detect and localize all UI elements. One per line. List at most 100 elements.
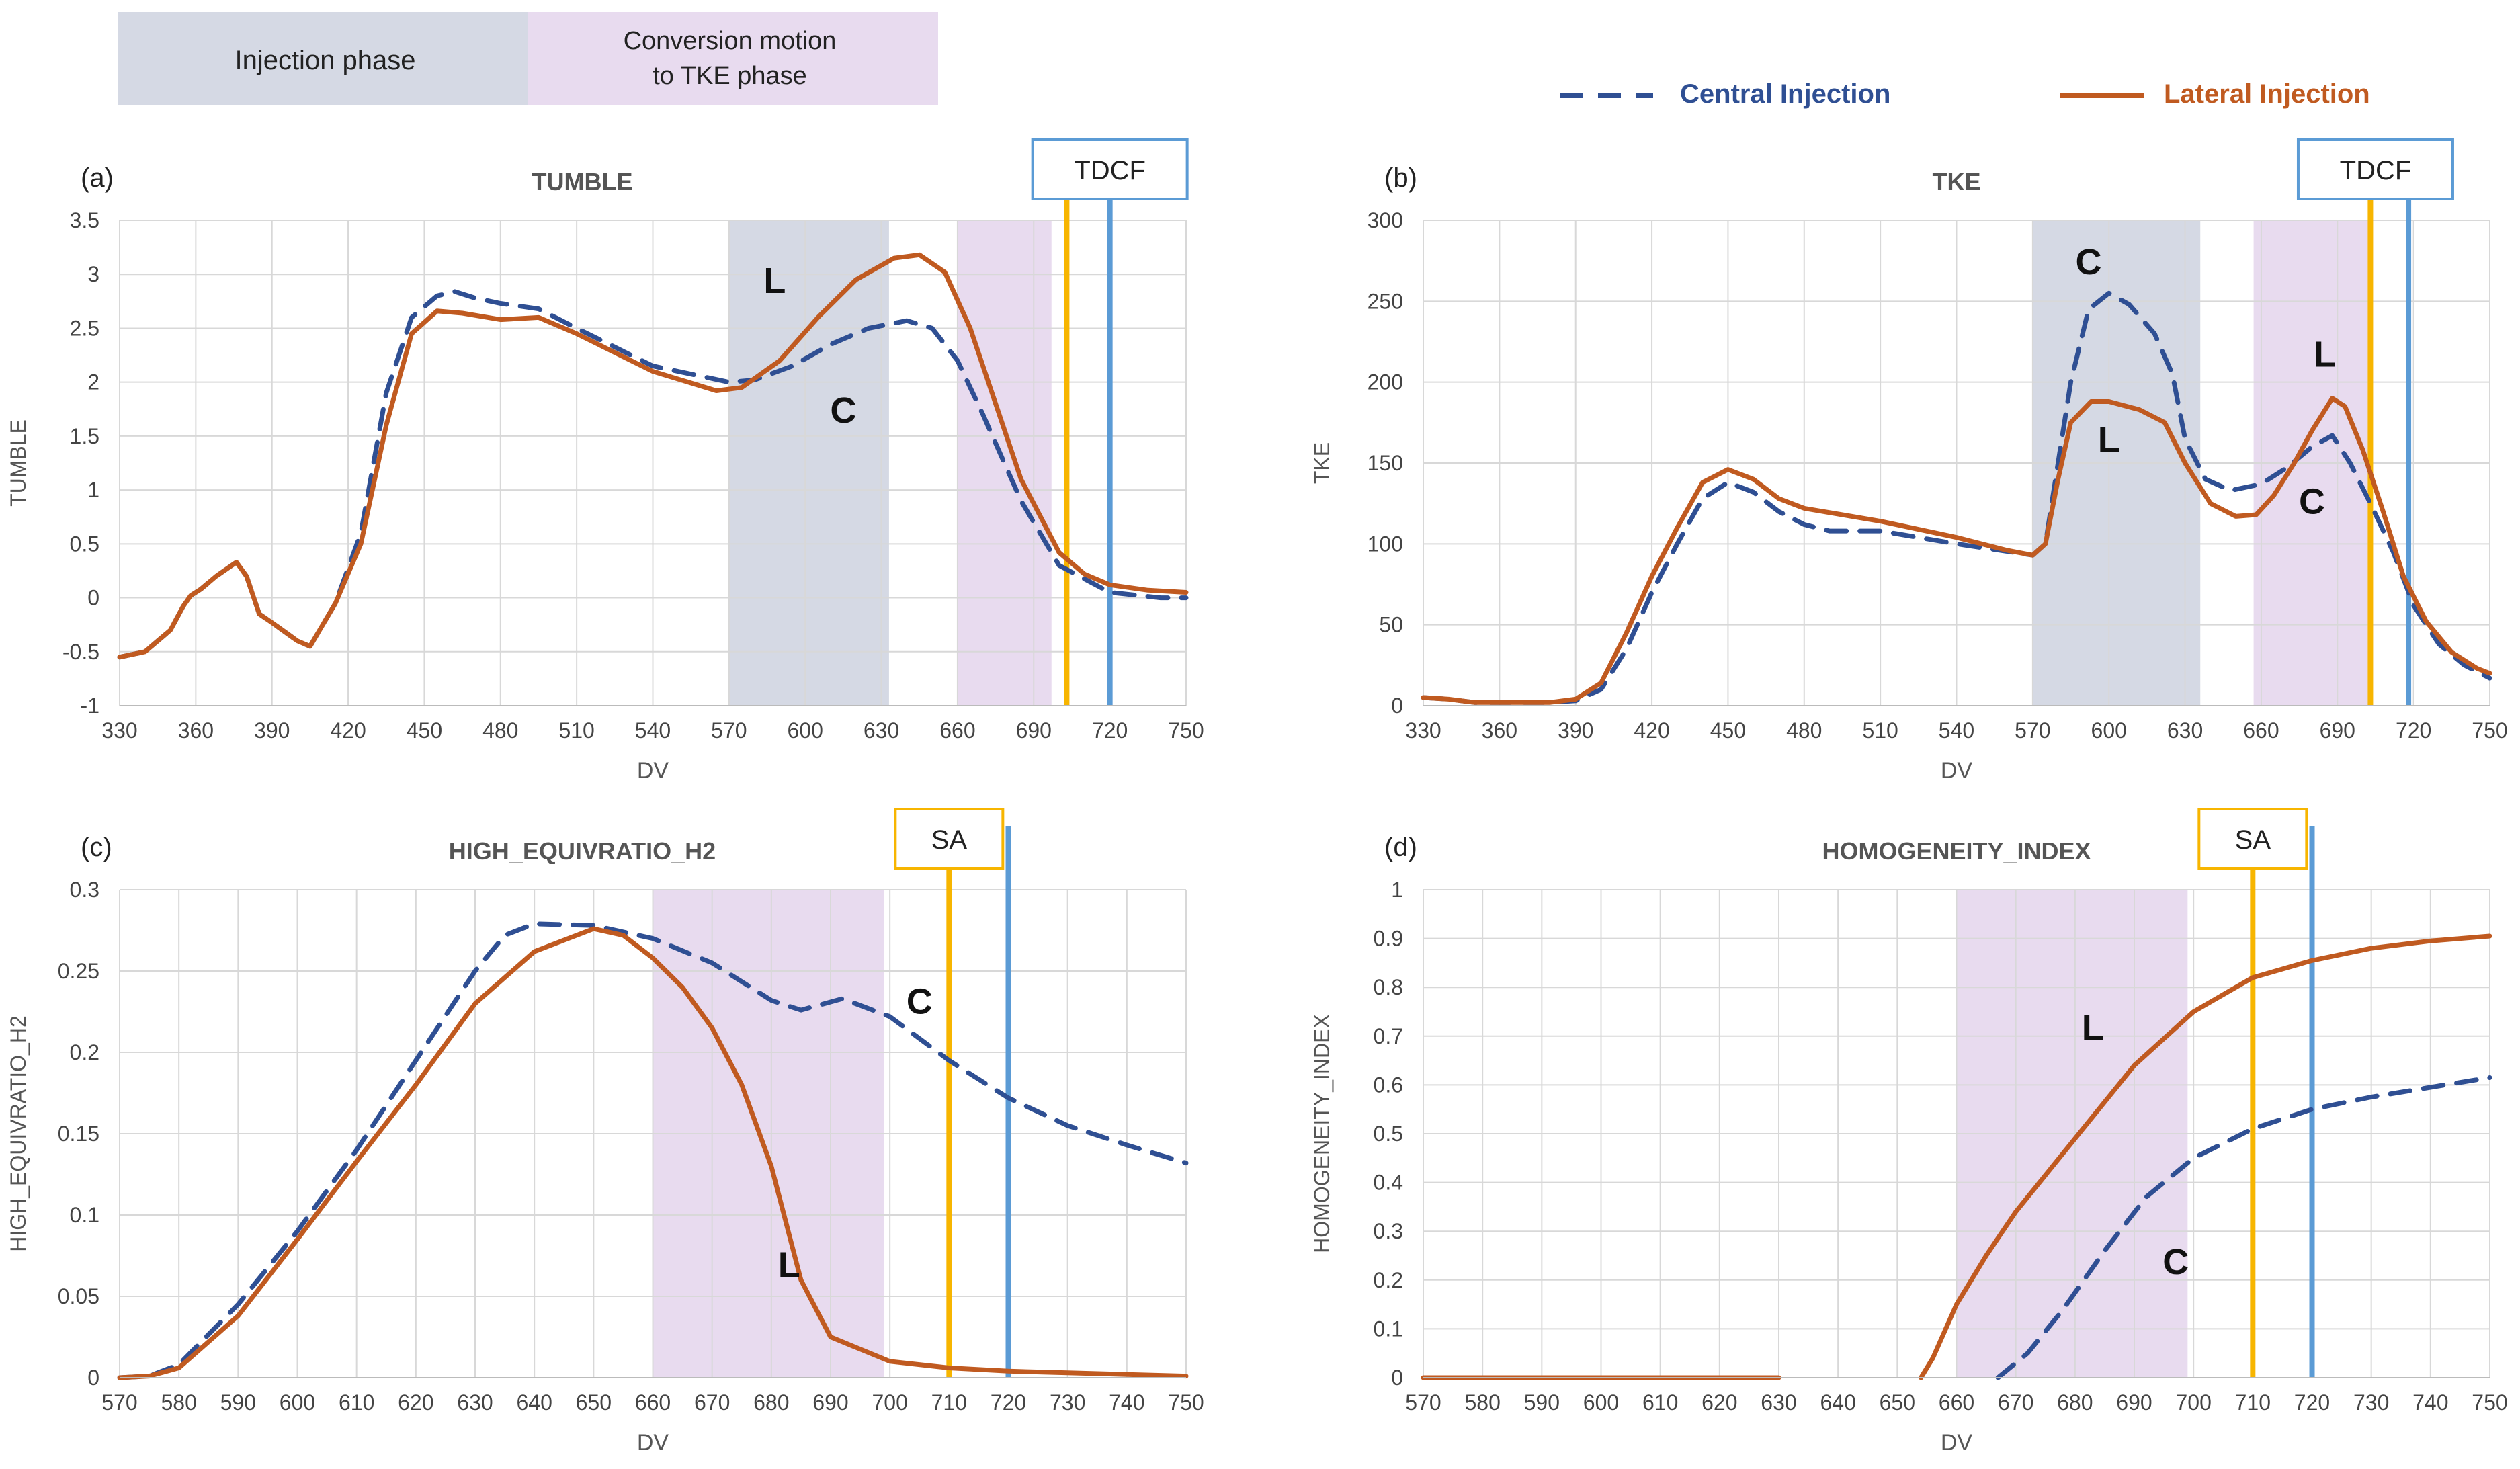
x-tick-label: 390	[1558, 718, 1593, 743]
shaded-injection-region	[728, 220, 889, 706]
chart-title: TUMBLE	[532, 168, 633, 196]
series-annotation: L	[2314, 334, 2336, 374]
x-tick-label: 720	[2294, 1390, 2330, 1415]
panel-label: (a)	[81, 163, 114, 193]
x-tick-label: 720	[1092, 718, 1128, 743]
x-tick-label: 700	[872, 1390, 907, 1415]
x-tick-label: 390	[254, 718, 290, 743]
x-tick-label: 620	[1702, 1390, 1737, 1415]
x-tick-label: 700	[2175, 1390, 2211, 1415]
y-tick-label: 2.5	[70, 316, 99, 340]
series-annotation: C	[830, 390, 856, 431]
x-tick-label: 690	[1016, 718, 1052, 743]
x-tick-label: 740	[2412, 1390, 2448, 1415]
y-tick-label: 0.9	[1374, 927, 1403, 951]
x-tick-label: 360	[1482, 718, 1517, 743]
x-tick-label: 630	[457, 1390, 493, 1415]
panel-label: (c)	[81, 833, 112, 862]
x-tick-label: 630	[864, 718, 899, 743]
marker-box	[2296, 138, 2454, 200]
x-tick-label: 650	[1880, 1390, 1915, 1415]
chart-title: TKE	[1933, 168, 1981, 196]
y-tick-label: 0.25	[58, 959, 99, 983]
x-tick-label: 670	[1998, 1390, 2033, 1415]
shaded-conversion-region	[957, 220, 1052, 706]
panel-label: (d)	[1384, 833, 1417, 862]
marker-box-label: TDCF	[1074, 156, 1146, 185]
y-tick-label: 0.15	[58, 1122, 99, 1146]
x-tick-label: 620	[398, 1390, 433, 1415]
x-tick-label: 540	[1939, 718, 1974, 743]
x-tick-label: 480	[1786, 718, 1822, 743]
series-annotation: C	[2299, 481, 2325, 521]
lateral-legend-label: Lateral Injection	[2164, 79, 2370, 109]
x-tick-label: 690	[2116, 1390, 2152, 1415]
series-annotation: L	[778, 1245, 800, 1286]
y-tick-label: 0.6	[1374, 1073, 1403, 1097]
x-tick-label: 610	[339, 1390, 374, 1415]
x-tick-label: 730	[2353, 1390, 2389, 1415]
y-tick-label: 0.8	[1374, 975, 1403, 999]
conversion-phase-label-line1: Conversion motion	[624, 27, 837, 55]
x-tick-label: 420	[330, 718, 366, 743]
chart-panel-d: 570 580 590 600 610 620 630 640 650 660 670 680 690 7…	[1310, 808, 2508, 1456]
y-axis-label: TKE	[1310, 442, 1334, 484]
y-tick-label: 150	[1368, 451, 1403, 475]
marker-box-label: TDCF	[2340, 156, 2412, 185]
y-tick-label: 0.4	[1374, 1171, 1403, 1195]
y-tick-label: 0.1	[1374, 1316, 1403, 1341]
x-tick-label: 690	[812, 1390, 848, 1415]
panel-label: (b)	[1384, 163, 1417, 193]
chart-title: HOMOGENEITY_INDEX	[1822, 837, 2091, 865]
y-tick-label: 1	[1391, 878, 1403, 902]
x-axis-label: DV	[1941, 758, 1973, 784]
y-tick-label: 50	[1379, 613, 1403, 637]
x-tick-label: 600	[1583, 1390, 1619, 1415]
x-tick-label: 510	[558, 718, 594, 743]
x-tick-label: 650	[576, 1390, 612, 1415]
y-tick-label: 200	[1368, 370, 1403, 394]
x-tick-label: 330	[101, 718, 137, 743]
x-tick-label: 330	[1405, 718, 1441, 743]
x-tick-label: 580	[1464, 1390, 1500, 1415]
x-tick-label: 600	[788, 718, 823, 743]
x-tick-label: 630	[2167, 718, 2203, 743]
x-tick-label: 450	[1710, 718, 1746, 743]
y-tick-label: 0	[1391, 1366, 1403, 1390]
x-tick-label: 640	[1820, 1390, 1855, 1415]
x-tick-label: 660	[2243, 718, 2279, 743]
injection-phase-swatch	[118, 12, 528, 105]
x-tick-label: 720	[2396, 718, 2431, 743]
x-tick-label: 360	[178, 718, 214, 743]
y-tick-label: 1.5	[70, 424, 99, 448]
chart-title: HIGH_EQUIVRATIO_H2	[449, 837, 716, 865]
y-tick-label: 100	[1368, 532, 1403, 556]
y-tick-label: 0.3	[70, 878, 99, 902]
x-axis-label: DV	[1941, 1430, 1973, 1456]
marker-box-label: SA	[931, 825, 968, 855]
y-tick-label: 1	[87, 478, 99, 502]
x-tick-label: 610	[1642, 1390, 1678, 1415]
lateral-injection-line	[1421, 396, 2492, 705]
y-tick-label: 0.2	[70, 1040, 99, 1064]
chart-panel-c: 570 580 590 600 610 620 630 640 650 660 670 680 690 7…	[6, 808, 1204, 1456]
x-tick-label: 680	[753, 1390, 789, 1415]
series-legend: Central Injection Lateral Injection	[1560, 79, 2370, 109]
y-tick-label: 0	[87, 586, 99, 610]
marker-box	[2197, 808, 2308, 870]
y-tick-label: 0.05	[58, 1284, 99, 1308]
y-axis-label: TUMBLE	[6, 419, 30, 507]
x-tick-label: 570	[711, 718, 747, 743]
series-annotation: C	[907, 982, 933, 1022]
x-tick-label: 480	[482, 718, 518, 743]
y-tick-label: -1	[81, 694, 99, 718]
x-tick-label: 670	[694, 1390, 730, 1415]
conversion-phase-swatch	[528, 12, 938, 105]
y-tick-label: 0.3	[1374, 1219, 1403, 1243]
x-tick-label: 750	[2472, 1390, 2507, 1415]
x-tick-label: 720	[991, 1390, 1026, 1415]
y-tick-label: 250	[1368, 289, 1403, 313]
x-tick-label: 690	[2320, 718, 2355, 743]
series-annotation: L	[763, 261, 786, 301]
